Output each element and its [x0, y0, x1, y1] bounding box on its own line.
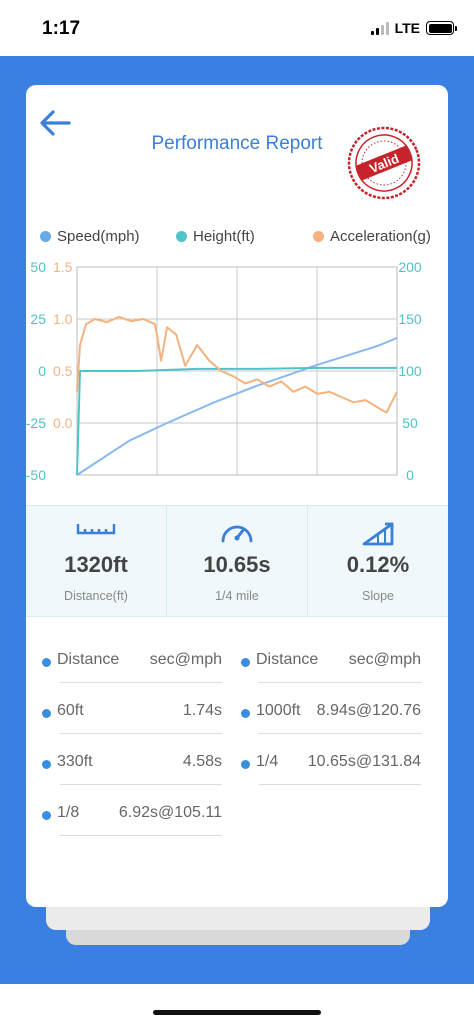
- split-value: 10.65s@131.84: [307, 753, 421, 770]
- split-value: 6.92s@105.11: [118, 804, 222, 821]
- legend-dot: [176, 231, 187, 242]
- back-arrow-icon[interactable]: [38, 109, 72, 137]
- status-bar: 1:17 LTE: [0, 0, 474, 56]
- split-header: Distance sec@mph: [241, 625, 421, 683]
- stats-panel: 1320ft Distance(ft) 10.65s 1/4 mile 0.12…: [26, 505, 448, 617]
- speed-tick-label: 0: [406, 467, 414, 483]
- legend-item-height: Height(ft): [176, 228, 255, 245]
- legend-item-speed: Speed(mph): [40, 228, 140, 245]
- divider: [259, 733, 421, 734]
- split-header: Distance sec@mph: [42, 625, 222, 683]
- stat-distance: 1320ft Distance(ft): [26, 506, 166, 616]
- network-label: LTE: [394, 20, 420, 36]
- slope-icon: [362, 522, 394, 546]
- card-stack-shadow: [66, 925, 410, 945]
- split-value: 8.94s@120.76: [316, 702, 421, 719]
- speedometer-icon: [221, 525, 253, 543]
- stat-value: 0.12%: [346, 552, 410, 577]
- split-name: Distance: [256, 651, 319, 668]
- speed-tick-label: 50: [402, 415, 418, 431]
- height-tick-label: -25: [26, 415, 46, 431]
- divider: [60, 733, 222, 734]
- split-row: 1000ft 8.94s@120.76: [241, 676, 421, 734]
- accel-tick-label: 1.5: [53, 259, 73, 275]
- split-name: 1/4: [256, 753, 279, 770]
- stat-label: 1/4 mile: [215, 589, 259, 603]
- stat-time: 10.65s 1/4 mile: [166, 506, 307, 616]
- accel-tick-label: 0.0: [53, 415, 73, 431]
- height-tick-label: 50: [30, 259, 46, 275]
- accel-tick-label: 0.5: [53, 363, 73, 379]
- divider: [60, 682, 222, 683]
- bullet-dot: [241, 760, 250, 769]
- signal-icon: [370, 21, 389, 35]
- stat-label: Slope: [362, 589, 394, 603]
- home-indicator: [153, 1010, 321, 1015]
- legend-dot: [313, 231, 324, 242]
- stat-slope: 0.12% Slope: [307, 506, 448, 616]
- legend-label: Height(ft): [193, 228, 255, 245]
- legend-label: Acceleration(g): [330, 228, 431, 245]
- series-line-speed: [76, 336, 398, 476]
- split-value: 4.58s: [182, 753, 222, 770]
- split-value: sec@mph: [348, 651, 421, 668]
- speed-tick-label: 150: [398, 311, 422, 327]
- split-row: 330ft 4.58s: [42, 727, 222, 785]
- stat-value: 1320ft: [64, 552, 128, 577]
- speed-tick-label: 200: [398, 259, 422, 275]
- divider: [60, 784, 222, 785]
- performance-chart: 50 25 0 -25 -50 1.5 1.0 0.5 0.0 200 150 100 50 0: [26, 259, 422, 483]
- bullet-dot: [241, 658, 250, 667]
- battery-icon: [426, 21, 457, 35]
- speed-tick-label: 100: [398, 363, 422, 379]
- series-line-acceleration: [76, 315, 398, 414]
- split-value: sec@mph: [149, 651, 222, 668]
- height-tick-label: -50: [26, 467, 46, 483]
- legend-label: Speed(mph): [57, 228, 140, 245]
- split-value: 1.74s: [182, 702, 222, 719]
- valid-stamp: Valid: [347, 126, 421, 200]
- report-card: Performance Report Valid Speed(mph) Heig…: [26, 85, 448, 907]
- split-name: 1000ft: [256, 702, 301, 719]
- split-name: 330ft: [57, 753, 93, 770]
- stat-label: Distance(ft): [64, 589, 128, 603]
- split-name: 1/8: [57, 804, 80, 821]
- bullet-dot: [42, 658, 51, 667]
- split-row: 60ft 1.74s: [42, 676, 222, 734]
- split-row: 1/4 10.65s@131.84: [241, 727, 421, 785]
- status-indicators: LTE: [370, 20, 457, 36]
- divider: [259, 682, 421, 683]
- chart-legend: Speed(mph) Height(ft) Acceleration(g): [26, 228, 448, 248]
- status-time: 1:17: [42, 18, 81, 39]
- stat-value: 10.65s: [203, 552, 271, 577]
- ruler-icon: [76, 524, 116, 535]
- divider: [60, 835, 222, 836]
- split-name: Distance: [57, 651, 120, 668]
- bullet-dot: [241, 709, 250, 718]
- page-title: Performance Report: [151, 133, 323, 154]
- legend-dot: [40, 231, 51, 242]
- divider: [259, 784, 421, 785]
- split-name: 60ft: [57, 702, 84, 719]
- height-tick-label: 0: [38, 363, 46, 379]
- legend-item-acceleration: Acceleration(g): [313, 228, 431, 245]
- stamp-text: Valid: [367, 151, 401, 176]
- bullet-dot: [42, 709, 51, 718]
- bullet-dot: [42, 811, 51, 820]
- series-line-height: [76, 366, 397, 476]
- height-tick-label: 25: [30, 311, 46, 327]
- accel-tick-label: 1.0: [53, 311, 73, 327]
- split-row: 1/8 6.92s@105.11: [42, 778, 222, 836]
- bullet-dot: [42, 760, 51, 769]
